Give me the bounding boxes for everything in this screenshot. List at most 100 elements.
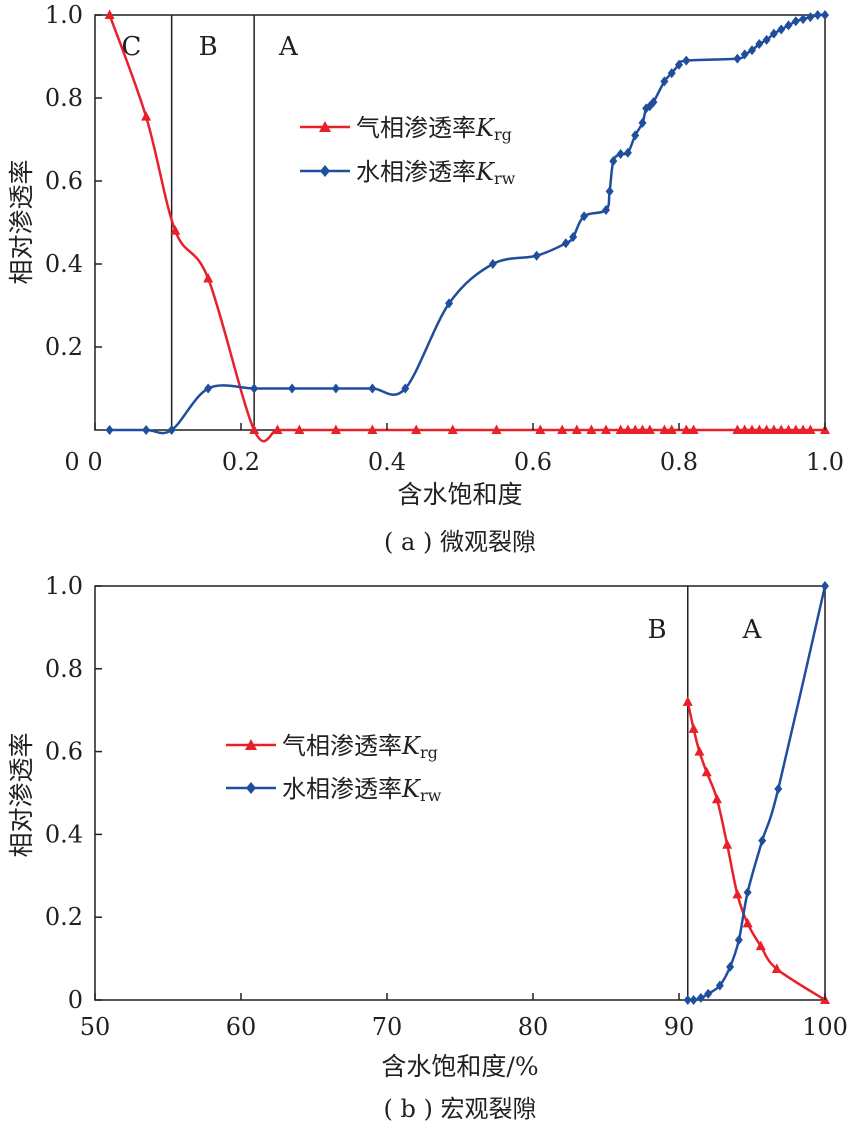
legend-marker-gas-a xyxy=(319,121,331,132)
point-gas-b-7 xyxy=(742,917,753,928)
point-gas-a-28 xyxy=(747,424,757,434)
point-gas-b-6 xyxy=(732,888,743,899)
panel-a: 0 0.2 0.4 0.6 0.8 1.0 0.2 0.4 0.6 0.8 1.0 C B A 0 含… xyxy=(7,1,844,556)
legend-symbol-gas-a: K xyxy=(475,114,496,142)
x-tick-label-b-2: 70 xyxy=(372,1013,403,1041)
point-water-a-0 xyxy=(105,425,114,435)
x-tick-label-a-3: 0.6 xyxy=(514,448,552,476)
legend-a: 气相渗透率Krg 水相渗透率Krw xyxy=(300,114,516,188)
point-water-a-14 xyxy=(580,211,589,222)
point-water-a-37 xyxy=(791,16,800,27)
point-water-a-40 xyxy=(813,10,822,20)
curves-a xyxy=(108,13,826,443)
legend-sub-gas-a: rg xyxy=(494,125,512,144)
point-water-a-35 xyxy=(777,24,786,35)
point-gas-a-14 xyxy=(571,424,582,434)
y-tick-label-a-0: 0.2 xyxy=(45,333,83,361)
point-gas-a-0 xyxy=(104,9,115,19)
y-tick-label-a-4: 1.0 xyxy=(45,1,83,29)
y-tick-label-b-1: 0.2 xyxy=(45,903,83,931)
point-water-a-8 xyxy=(401,383,410,394)
y-tick-label-b-5: 1.0 xyxy=(45,572,83,600)
legend-marker-water-b xyxy=(246,782,256,794)
y-tick-label-b-4: 0.8 xyxy=(45,655,83,683)
legend-label-water-b: 水相渗透率Krw xyxy=(282,775,442,805)
point-water-a-38 xyxy=(799,14,808,25)
point-gas-a-22 xyxy=(659,424,670,434)
point-gas-a-35 xyxy=(798,424,809,434)
y-axis-label-a: 相对渗透率 xyxy=(7,159,36,284)
x-ticks-b: 50 60 70 80 90 100 xyxy=(80,993,848,1041)
y-tick-label-b-0: 0 xyxy=(68,986,83,1014)
point-water-a-12 xyxy=(561,238,570,249)
point-water-a-17 xyxy=(609,156,618,167)
point-water-a-24 xyxy=(649,97,658,108)
point-gas-a-12 xyxy=(535,424,546,434)
point-water-a-34 xyxy=(769,28,778,39)
point-gas-b-8 xyxy=(755,940,766,951)
point-water-a-15 xyxy=(602,205,610,216)
point-water-b-4 xyxy=(715,980,724,991)
legend-sub-gas-b: rg xyxy=(420,743,438,762)
legend-label-water-a: 水相渗透率Krw xyxy=(356,158,516,188)
point-water-b-5 xyxy=(726,961,735,972)
x-tick-label-b-1: 60 xyxy=(226,1013,257,1041)
point-water-b-7 xyxy=(743,887,752,898)
curves-b xyxy=(686,585,827,1002)
point-water-a-21 xyxy=(638,117,647,128)
y-tick-label-a-3: 0.8 xyxy=(45,84,83,112)
point-water-a-36 xyxy=(784,20,793,31)
point-water-a-20 xyxy=(631,130,640,141)
y-tick-label-b-3: 0.6 xyxy=(45,738,83,766)
point-water-b-9 xyxy=(774,783,783,794)
point-water-a-19 xyxy=(623,147,632,158)
point-gas-a-13 xyxy=(557,424,568,434)
legend-name-water-a: 水相渗透率 xyxy=(356,158,476,186)
region-label-a-a: A xyxy=(278,32,299,62)
x-tick-label-a-1: 0.2 xyxy=(222,448,260,476)
point-gas-a-20 xyxy=(637,424,648,434)
y-tick-label-a-2: 0.6 xyxy=(45,167,83,195)
point-gas-b-5 xyxy=(722,839,733,849)
point-gas-b-9 xyxy=(771,963,782,973)
point-gas-a-11 xyxy=(491,424,502,434)
point-water-a-30 xyxy=(740,49,749,60)
legend-sub-water-b: rw xyxy=(420,786,442,805)
point-water-a-29 xyxy=(733,53,742,64)
point-water-b-0 xyxy=(683,995,692,1005)
point-gas-a-5 xyxy=(272,424,283,434)
point-water-a-3 xyxy=(204,383,213,394)
point-gas-a-36 xyxy=(805,424,816,434)
point-water-a-9 xyxy=(445,298,454,309)
point-gas-a-17 xyxy=(615,424,626,434)
point-gas-a-33 xyxy=(783,424,794,434)
point-water-a-39 xyxy=(806,12,815,23)
curve-gas-b xyxy=(686,701,826,1002)
curve-gas-a xyxy=(108,14,825,443)
point-water-a-11 xyxy=(532,250,541,261)
point-water-a-26 xyxy=(667,68,676,79)
x-tick-label-b-5: 100 xyxy=(802,1013,848,1041)
caption-b: ( b ) 宏观裂隙 xyxy=(384,1095,537,1123)
point-water-a-41 xyxy=(821,10,829,20)
legend-label-gas-b: 气相渗透率Krg xyxy=(282,732,438,762)
point-water-a-32 xyxy=(755,39,764,50)
legend-b: 气相渗透率Krg 水相渗透率Krw xyxy=(226,732,442,805)
y-tick-label-a-1: 0.4 xyxy=(45,250,83,278)
point-gas-a-31 xyxy=(768,424,779,434)
x-tick-label-a-0: 0 xyxy=(87,448,102,476)
legend-name-gas-b: 气相渗透率 xyxy=(282,732,402,760)
point-water-a-1 xyxy=(142,425,151,435)
point-gas-b-1 xyxy=(688,723,699,733)
point-water-a-2 xyxy=(167,425,176,435)
point-gas-a-29 xyxy=(754,424,765,434)
point-gas-a-26 xyxy=(732,424,743,434)
point-water-b-1 xyxy=(689,995,698,1005)
region-label-a-c: C xyxy=(122,32,142,62)
legend-symbol-gas-b: K xyxy=(401,732,422,760)
point-gas-a-34 xyxy=(790,424,801,434)
